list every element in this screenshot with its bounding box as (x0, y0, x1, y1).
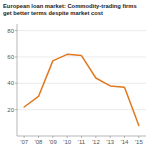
grid-line (17, 109, 146, 110)
line (24, 54, 139, 125)
chart: European loan market: Commodity-trading … (0, 0, 150, 150)
x-tick-label: '12 (92, 139, 100, 145)
grid-line (17, 83, 146, 84)
x-tick-label: '11 (78, 139, 86, 145)
x-tick (67, 136, 68, 138)
title-line: get better terms despite market cost (3, 10, 103, 16)
x-tick (124, 136, 125, 138)
x-tick (138, 136, 139, 138)
y-tick-label: 80 (7, 28, 14, 34)
x-tick-label: '14 (121, 139, 129, 145)
x-tick (24, 136, 25, 138)
y-tick-label: 20 (7, 107, 14, 113)
x-tick (95, 136, 96, 138)
x-tick-label: '15 (135, 139, 143, 145)
y-tick-label: 60 (7, 54, 14, 60)
x-tick-label: '13 (106, 139, 114, 145)
x-tick-label: '10 (63, 139, 71, 145)
x-tick (52, 136, 53, 138)
title: European loan market: Commodity-trading … (3, 3, 137, 16)
x-tick-label: '09 (49, 139, 57, 145)
title-line: European loan market: Commodity-trading … (3, 3, 137, 9)
y-tick-label: 40 (7, 80, 14, 86)
x-tick (81, 136, 82, 138)
x-tick-label: '08 (35, 139, 43, 145)
x-tick-label: '07 (20, 139, 28, 145)
x-tick (38, 136, 39, 138)
grid-line (17, 30, 146, 31)
y-axis-line (17, 24, 18, 136)
x-tick (110, 136, 111, 138)
plot-area (24, 54, 139, 125)
